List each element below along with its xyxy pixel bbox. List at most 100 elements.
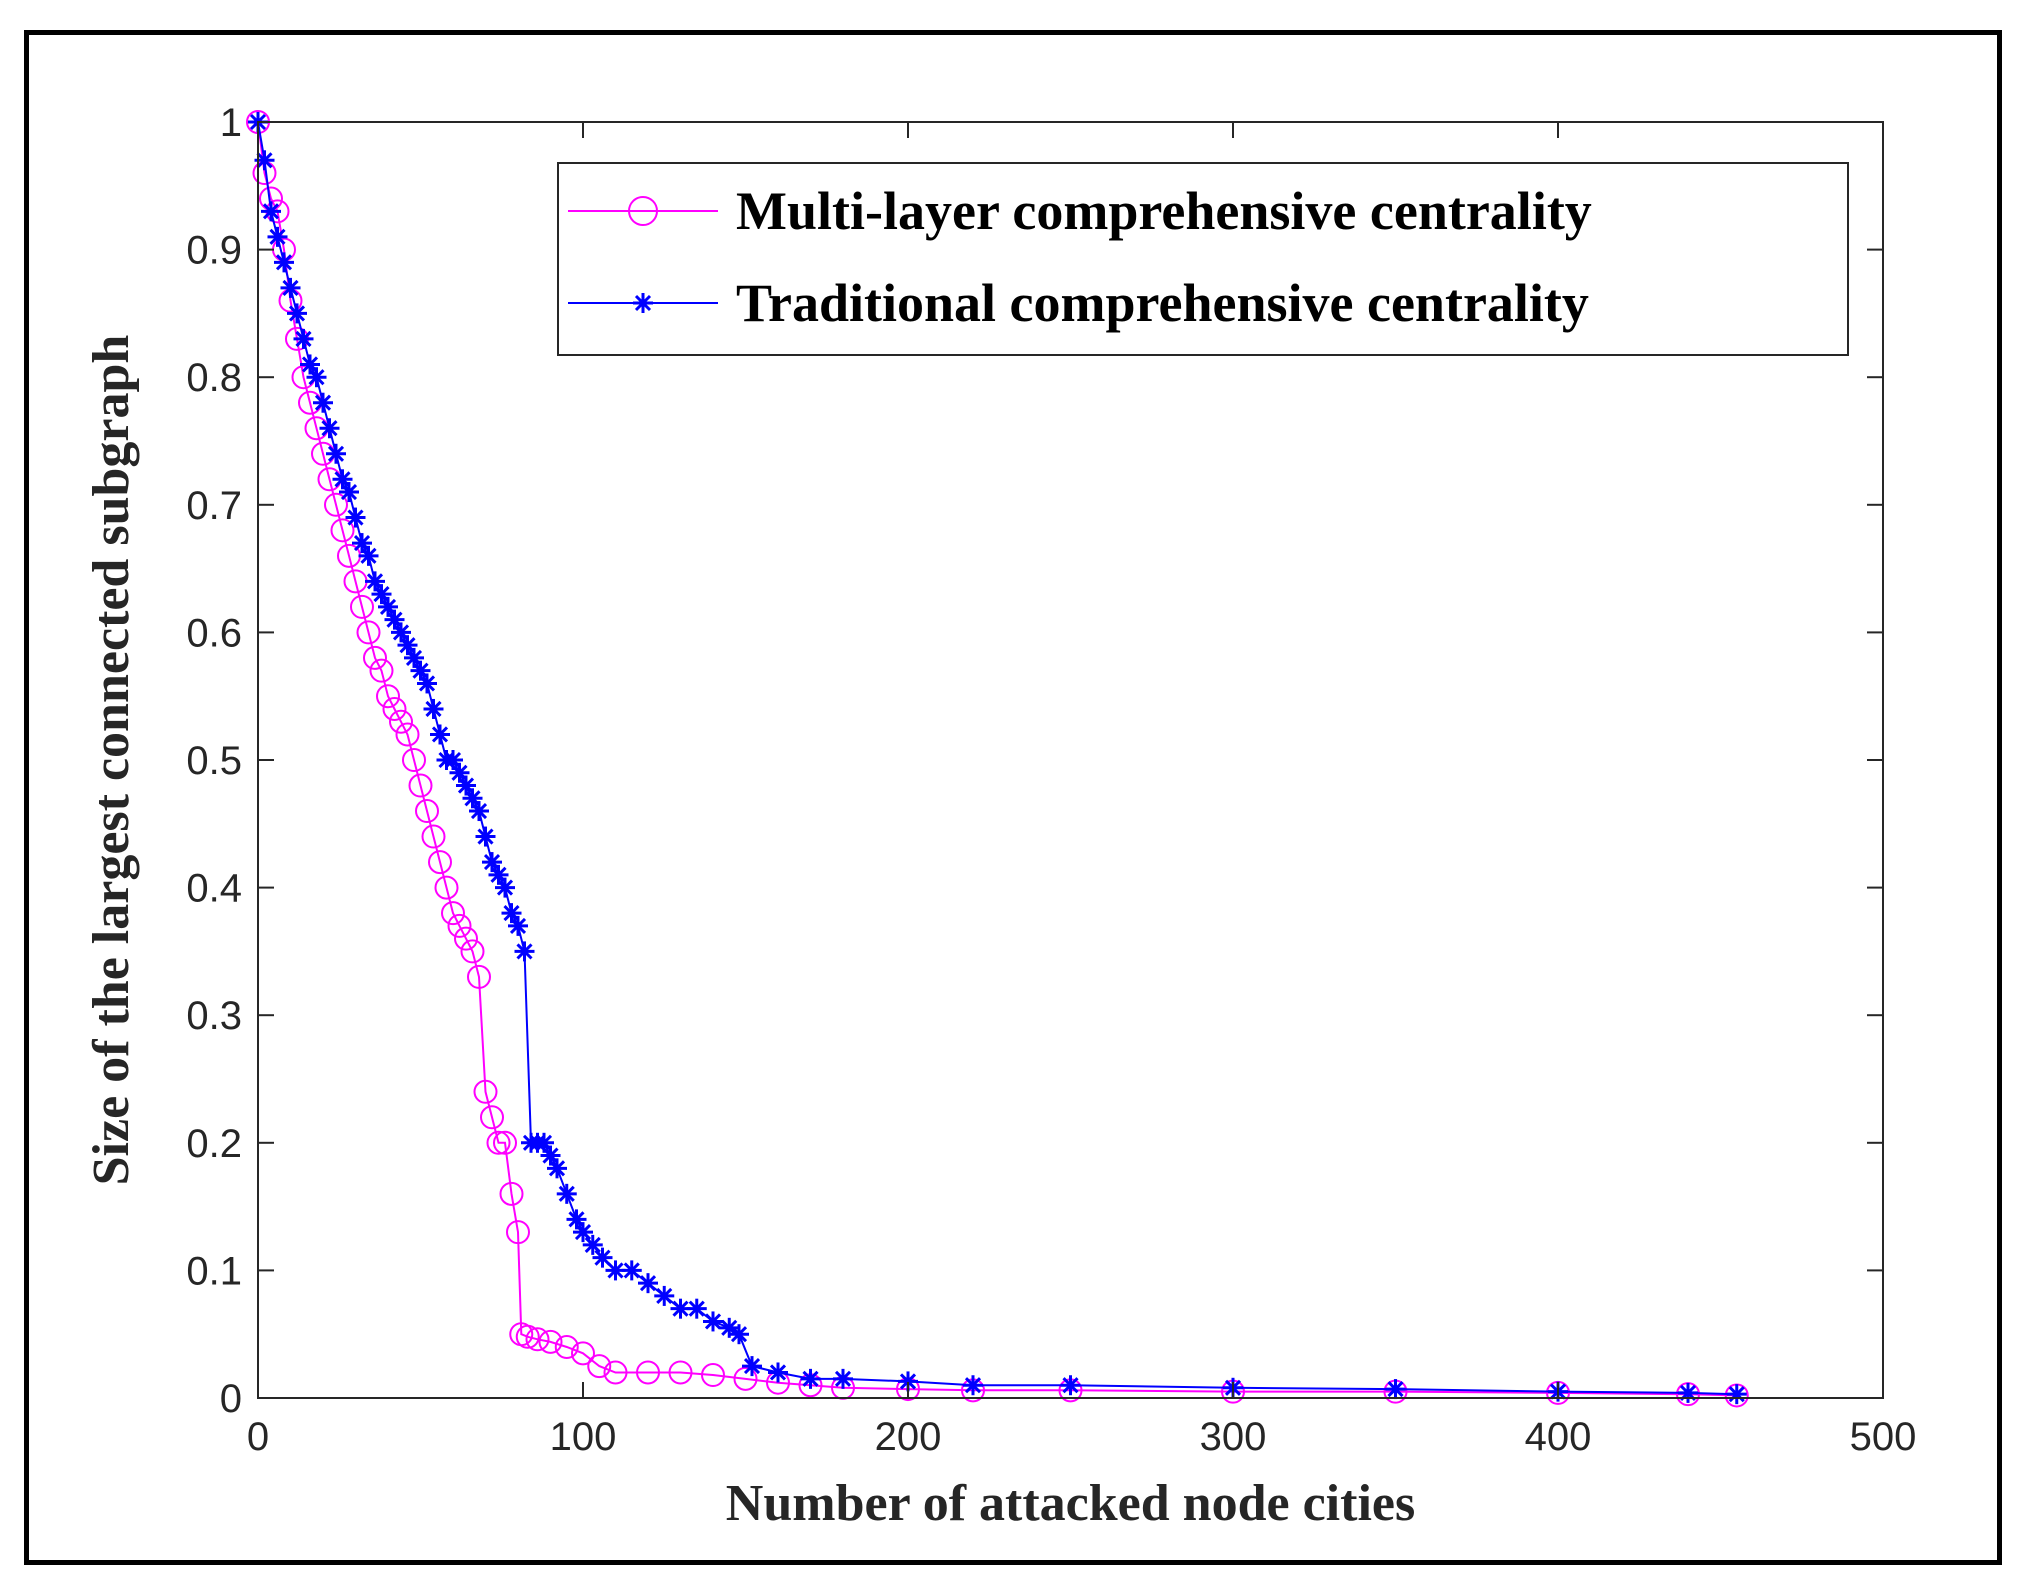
- marker-stroke: [548, 1160, 566, 1177]
- series-line: [257, 121, 1737, 1397]
- data-point: [703, 1311, 723, 1332]
- series-layer: [246, 110, 1749, 1408]
- marker-stroke: [373, 586, 390, 603]
- data-point: [421, 824, 446, 849]
- marker-stroke: [399, 637, 416, 654]
- legend-label: Traditional comprehensive centrality: [736, 273, 1589, 333]
- data-point: [480, 1105, 504, 1130]
- data-point: [293, 328, 314, 349]
- series-2: [248, 112, 1747, 1405]
- data-point: [306, 367, 327, 388]
- data-point: [363, 645, 387, 670]
- y-tick-label: 0.7: [186, 484, 242, 528]
- data-point: [538, 1329, 563, 1354]
- data-point: [369, 658, 394, 683]
- legend-label: Multi-layer comprehensive centrality: [736, 181, 1592, 241]
- data-point: [339, 482, 359, 503]
- marker-stroke: [457, 777, 475, 794]
- data-point: [636, 1360, 660, 1385]
- data-point: [287, 303, 307, 324]
- marker-stroke: [483, 854, 501, 871]
- marker-stroke: [340, 483, 358, 501]
- y-tick-label: 0: [220, 1377, 242, 1421]
- y-tick-label: 0.6: [186, 611, 242, 655]
- legend-marker: [633, 293, 653, 313]
- data-point: [1060, 1375, 1081, 1396]
- data-point: [525, 1327, 550, 1352]
- marker-stroke: [477, 828, 494, 845]
- marker-stroke: [743, 1358, 761, 1375]
- data-point: [350, 594, 374, 619]
- data-point: [443, 750, 463, 770]
- marker-stroke: [470, 802, 488, 820]
- data-point: [345, 507, 366, 528]
- x-tick-label: 500: [1850, 1415, 1917, 1459]
- data-point: [356, 620, 381, 645]
- marker-stroke: [353, 535, 371, 552]
- data-point: [267, 226, 288, 247]
- marker-stroke: [256, 152, 273, 169]
- x-tick-label: 100: [550, 1415, 617, 1459]
- marker-stroke: [639, 1275, 657, 1292]
- data-point: [495, 877, 515, 898]
- data-point: [460, 939, 485, 964]
- marker-stroke: [503, 905, 520, 922]
- legend-box: [557, 162, 1849, 356]
- marker-stroke: [574, 1224, 592, 1241]
- data-point: [402, 748, 426, 772]
- marker-stroke: [688, 1300, 705, 1317]
- data-point: [358, 545, 379, 566]
- marker-stroke: [730, 1326, 748, 1343]
- x-tick-label: 300: [1200, 1415, 1267, 1459]
- y-tick-label: 0.3: [186, 994, 242, 1038]
- data-point: [441, 901, 465, 926]
- x-tick-label: 0: [247, 1415, 269, 1459]
- data-point: [415, 799, 439, 824]
- data-point: [395, 722, 420, 747]
- data-point: [475, 826, 496, 847]
- data-point: [1385, 1379, 1406, 1400]
- marker-stroke: [347, 509, 364, 526]
- data-point: [1678, 1382, 1698, 1403]
- y-tick-label: 0.4: [186, 867, 242, 911]
- marker-stroke: [623, 1262, 640, 1279]
- legend-marker: [628, 196, 658, 226]
- marker-stroke: [334, 471, 351, 488]
- marker-stroke: [704, 1313, 722, 1330]
- data-point: [428, 850, 452, 875]
- data-point: [486, 1130, 511, 1155]
- data-point: [326, 443, 346, 464]
- data-point: [701, 1363, 725, 1388]
- marker-stroke: [444, 751, 462, 769]
- data-point: [729, 1324, 749, 1345]
- data-point: [454, 926, 478, 951]
- data-point: [501, 903, 522, 924]
- data-point: [654, 1285, 675, 1306]
- marker-stroke: [607, 1262, 624, 1279]
- data-point: [506, 1220, 530, 1245]
- legend: Multi-layer comprehensive centrality Trad…: [557, 162, 1849, 356]
- data-point: [408, 773, 433, 798]
- marker-stroke: [425, 700, 442, 718]
- data-point: [573, 1222, 593, 1243]
- marker-stroke: [451, 764, 468, 781]
- data-point: [473, 1079, 498, 1104]
- marker-stroke: [721, 1319, 738, 1336]
- y-tick-label: 0.8: [186, 356, 242, 400]
- data-point: [371, 584, 392, 605]
- marker-stroke: [769, 1364, 787, 1381]
- data-point: [376, 684, 400, 709]
- marker-stroke: [327, 445, 345, 462]
- axes-layer: 0 100 200 300 400 500 0 0.1 0.2 0.3 0.4 0.5 0.6 0.7 0.…: [186, 101, 1916, 1459]
- data-point: [319, 418, 340, 439]
- data-point: [508, 915, 528, 936]
- y-tick-label: 0.5: [186, 739, 242, 783]
- legend-item-2: Traditional comprehensive centrality: [568, 273, 1589, 333]
- data-point: [515, 1324, 540, 1349]
- data-point: [467, 964, 491, 989]
- data-point: [833, 1368, 853, 1389]
- marker-stroke: [301, 356, 319, 373]
- y-tick-label: 0.9: [186, 229, 242, 273]
- data-point: [603, 1360, 628, 1385]
- y-axis-title: Size of the largest connected subgraph: [83, 335, 140, 1186]
